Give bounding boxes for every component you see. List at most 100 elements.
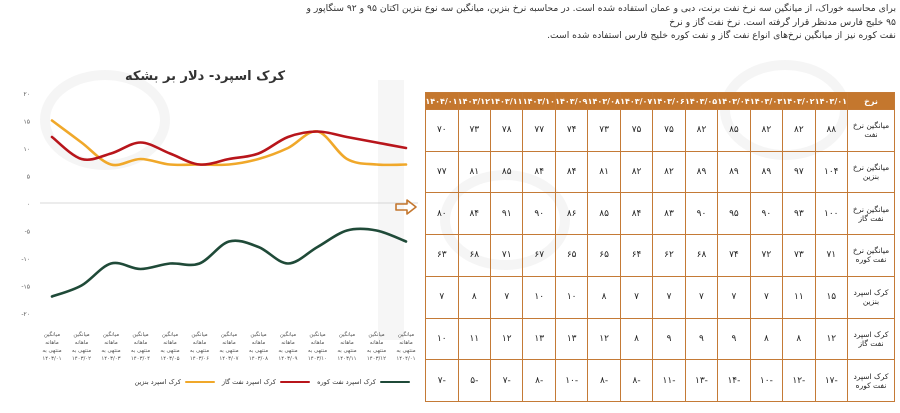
table-row: میانگین نرخ بنزین ۱۰۴ ۹۷ ۸۹ ۸۹ ۸۹ ۸۲ ۸۲ ۸۱ ۸۴ ۸۴ ۸۵…	[425, 150, 895, 194]
table-row-label: میانگین نرخ نفت	[847, 109, 895, 152]
x-tick-label-line: ماهانه	[311, 340, 325, 346]
table-cell: ۷۵	[619, 109, 654, 152]
table-cell: -۱۷	[814, 359, 849, 402]
table-header-month: ۱۴۰۳/۰۲	[782, 92, 816, 110]
table-cell: ۸۵	[490, 150, 524, 194]
x-tick-label-line: میانگین	[73, 331, 89, 338]
table-row-label: کرک اسپرد نفت کوره	[847, 359, 895, 402]
table-cell: ۷۰	[425, 109, 459, 152]
table-cell: ۸۴	[554, 150, 589, 194]
x-tick-label: میانگین ماهانه منتهی به ۱۴۰۳/۱۲	[367, 331, 386, 362]
table-cell: ۶۵	[587, 234, 621, 277]
table-cell: ۷۳	[457, 109, 492, 152]
y-tick-label: ۰	[27, 201, 30, 208]
table-cell: ۸۶	[554, 192, 589, 236]
legend-label-fueloil: کرک اسپرد نفت کوره	[317, 378, 376, 386]
table-cell: -۱۴	[717, 359, 751, 402]
series-line-gasoline	[50, 119, 408, 167]
x-tick-label: میانگین ماهانه منتهی به ۱۴۰۳/۰۴	[131, 331, 150, 362]
x-tick-label-line: ماهانه	[193, 340, 207, 346]
intro-paragraph: برای محاسبه خوراک، از میانگین سه نرخ نفت…	[300, 2, 897, 43]
table-cell: ۷۱	[490, 234, 524, 277]
table-header-month: ۱۴۰۳/۱۰	[522, 92, 556, 110]
table-cell: -۱۰	[749, 359, 784, 402]
x-tick-label-line: ۱۴۰۳/۰۸	[249, 356, 268, 362]
table-cell: ۸۲	[652, 150, 686, 194]
table-cell: ۸۵	[717, 109, 751, 152]
table-row: میانگین نرخ نفت گاز ۱۰۰ ۹۳ ۹۰ ۹۵ ۹۰ ۸۳ ۸۴ ۸۵ ۸۶ ۹۰…	[425, 192, 895, 236]
table-cell: ۸۴	[522, 150, 556, 194]
x-tick-label-line: ماهانه	[45, 340, 59, 346]
table-cell: ۸۱	[457, 150, 492, 194]
table-cell: ۸۲	[684, 109, 719, 152]
table-cell: ۸	[782, 317, 816, 361]
x-tick-label-line: ماهانه	[222, 340, 236, 346]
y-tick-label: -۵	[25, 229, 30, 236]
table-header-row: نرخ ۱۴۰۳/۰۱ ۱۴۰۳/۰۲ ۱۴۰۳/۰۳ ۱۴۰۳/۰۴ ۱۴۰۳/۰۵ ۱۴…	[425, 92, 895, 110]
table-cell: ۸۲	[619, 150, 654, 194]
table-cell: ۱۲	[587, 317, 621, 361]
x-tick-label-line: ماهانه	[281, 340, 295, 346]
table-header-month: ۱۴۰۴/۰۱	[425, 92, 459, 110]
table-cell: ۱۲	[490, 317, 524, 361]
x-tick-label-line: ۱۴۰۴/۰۱	[396, 356, 415, 362]
table-cell: ۹۳	[782, 192, 816, 236]
table-cell: ۸۹	[749, 150, 784, 194]
table-row: کرک اسپرد بنزین ۱۵ ۱۱ ۷ ۷ ۷ ۷ ۷ ۸ ۱۰ ۱۰ ۷ ۸ ۷	[425, 275, 895, 319]
x-tick-label-line: میانگین	[221, 331, 237, 338]
table-cell: ۸۴	[619, 192, 654, 236]
x-tick-label-line: ۱۴۰۳/۰۴	[131, 356, 150, 362]
chart-svg: کرک اسپرد- دلار بر بشکه ۲۰ ۱۵ ۱۰ ۵ ۰ -۵ -۱۰ -۱۵ -…	[21, 69, 418, 362]
y-tick-label: ۱۰	[24, 146, 30, 153]
series-line-gasoil	[50, 130, 408, 166]
table-cell: ۷۱	[814, 234, 849, 277]
x-tick-label: میانگین ماهانه منتهی به ۱۴۰۳/۰۲	[72, 331, 91, 362]
x-tick-label-line: ۱۴۰۳/۱۲	[367, 356, 386, 362]
table-cell: ۷	[749, 275, 784, 319]
table-cell: ۶۵	[554, 234, 589, 277]
table-cell: ۱۱	[782, 275, 816, 319]
table-cell: ۸	[457, 275, 492, 319]
table-cell: ۱۰	[425, 317, 459, 361]
table-cell: ۱۰	[554, 275, 589, 319]
x-tick-label-line: میانگین	[309, 331, 325, 338]
table-cell: ۱۲	[814, 317, 849, 361]
y-tick-label: ۱۵	[24, 119, 30, 126]
chart-legend: کرک اسپرد بنزین کرک اسپرد نفت گاز کرک اس…	[60, 374, 420, 404]
table-row: میانگین نرخ نفت ۸۸ ۸۲ ۸۲ ۸۵ ۸۲ ۷۵ ۷۵ ۷۳ ۷۴ ۷۷ ۷۸ ۷۳ ۷…	[425, 109, 895, 152]
table-row: کرک اسپرد نفت کوره -۱۷ -۱۲ -۱۰ -۱۴ -۱۳ -۱۱ -۸ -۸…	[425, 359, 895, 402]
x-tick-label-line: منتهی به	[101, 348, 120, 354]
legend-label-gasoline: کرک اسپرد بنزین	[134, 378, 181, 386]
table-cell: ۷۳	[782, 234, 816, 277]
table-cell: ۱۳	[554, 317, 589, 361]
table-row-label: میانگین نرخ بنزین	[847, 150, 895, 194]
x-tick-label-line: ماهانه	[370, 340, 384, 346]
table-cell: ۸	[587, 275, 621, 319]
x-tick-label-line: ۱۴۰۳/۱۰	[308, 356, 327, 362]
x-tick-label-line: منتهی به	[131, 348, 150, 354]
table-cell: ۶۴	[619, 234, 654, 277]
table-cell: ۶۷	[522, 234, 556, 277]
table-cell: -۱۰	[554, 359, 589, 402]
table-row: میانگین نرخ نفت کوره ۷۱ ۷۳ ۷۲ ۷۴ ۶۸ ۶۲ ۶۴ ۶۵ ۶۵ ۶۷…	[425, 234, 895, 277]
table-cell: ۸۱	[587, 150, 621, 194]
table-cell: ۸	[749, 317, 784, 361]
x-tick-label-line: میانگین	[280, 331, 296, 338]
series-line-fueloil	[50, 227, 408, 298]
table-row-label: میانگین نرخ نفت گاز	[847, 192, 895, 236]
table-cell: ۷	[652, 275, 686, 319]
table-header-month: ۱۴۰۳/۰۵	[684, 92, 719, 110]
legend-swatch-fueloil	[380, 380, 410, 384]
table-cell: ۸۹	[684, 150, 719, 194]
table-cell: ۶۲	[652, 234, 686, 277]
table-cell: ۹۰	[684, 192, 719, 236]
table-cell: -۱۲	[782, 359, 816, 402]
x-tick-label-line: منتهی به	[367, 348, 386, 354]
legend-swatch-gasoil	[280, 380, 310, 384]
table-header-month: ۱۴۰۳/۱۲	[457, 92, 492, 110]
table-cell: ۹	[717, 317, 751, 361]
table-cell: ۸۰	[425, 192, 459, 236]
table-cell: ۶۳	[425, 234, 459, 277]
y-tick-label: ۲۰	[24, 91, 30, 98]
x-tick-label-line: منتهی به	[42, 348, 61, 354]
